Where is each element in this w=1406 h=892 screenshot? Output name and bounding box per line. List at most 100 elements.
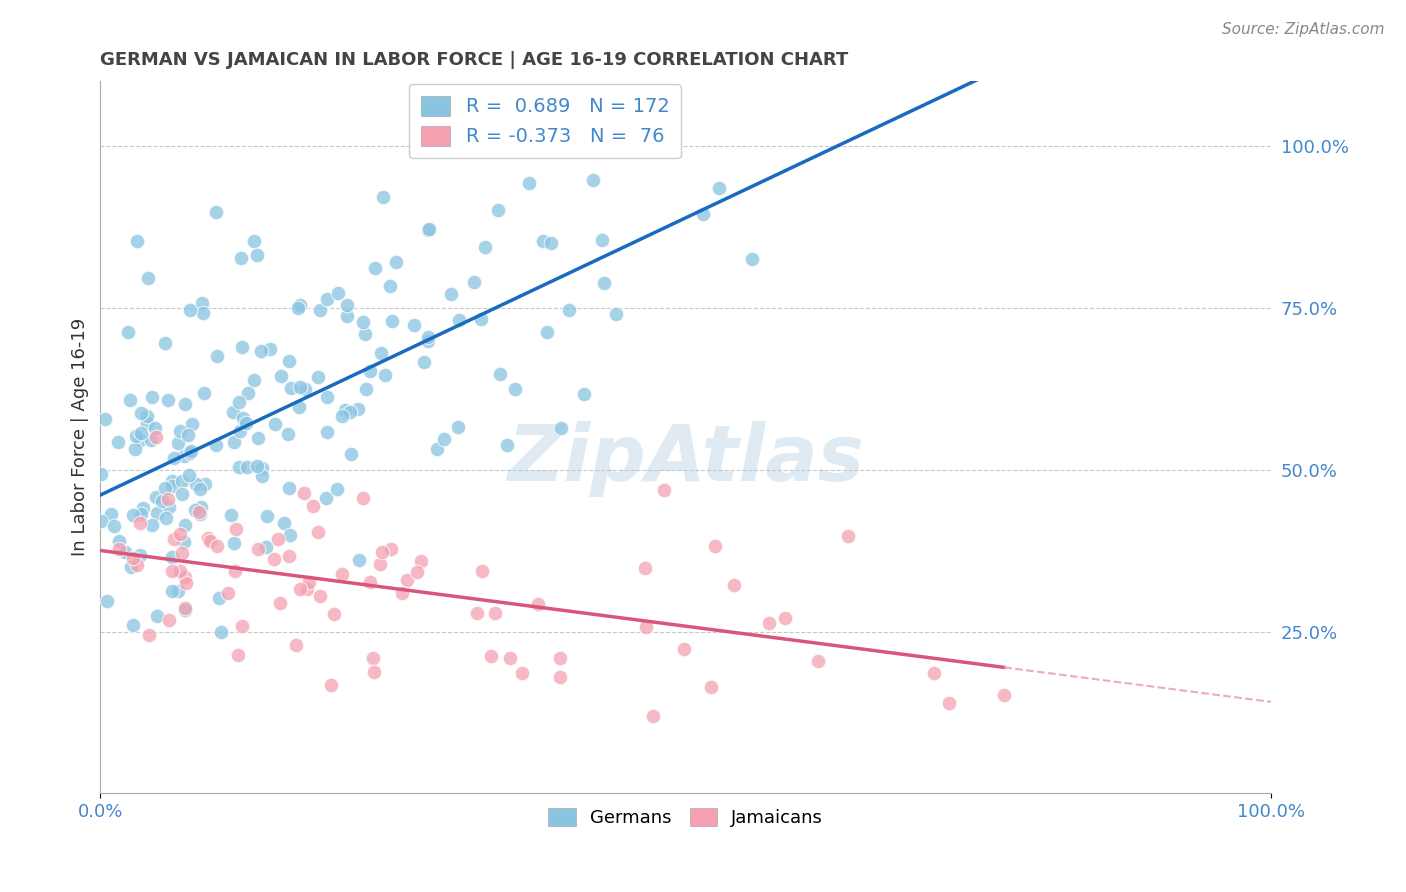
Point <box>145 430 167 444</box>
Point <box>231 619 253 633</box>
Point <box>174 603 197 617</box>
Point <box>125 234 148 248</box>
Point <box>526 597 548 611</box>
Point <box>191 295 214 310</box>
Point <box>259 342 281 356</box>
Point <box>550 420 572 434</box>
Point <box>316 390 339 404</box>
Point <box>169 564 191 578</box>
Point <box>703 539 725 553</box>
Point <box>499 650 522 665</box>
Point <box>657 128 679 142</box>
Point <box>503 382 526 396</box>
Text: ZipAtlas: ZipAtlas <box>508 421 865 497</box>
Point <box>224 536 246 550</box>
Point <box>94 412 117 426</box>
Point <box>226 648 249 662</box>
Point <box>194 477 217 491</box>
Point <box>162 474 184 488</box>
Point <box>636 620 658 634</box>
Point <box>359 574 381 589</box>
Point <box>773 611 796 625</box>
Point <box>605 307 627 321</box>
Point <box>536 326 558 340</box>
Point <box>190 500 212 514</box>
Point <box>330 409 353 424</box>
Point <box>103 519 125 533</box>
Point <box>280 381 302 395</box>
Point <box>288 380 311 394</box>
Point <box>540 236 562 251</box>
Point <box>347 553 370 567</box>
Point <box>302 499 325 513</box>
Point <box>173 534 195 549</box>
Point <box>709 180 731 194</box>
Point <box>145 420 167 434</box>
Point <box>254 540 277 554</box>
Point <box>90 467 112 481</box>
Point <box>184 476 207 491</box>
Point <box>135 416 157 430</box>
Point <box>242 373 264 387</box>
Point <box>374 368 396 383</box>
Point <box>354 382 377 396</box>
Point <box>207 349 229 363</box>
Point <box>517 176 540 190</box>
Point <box>449 313 471 327</box>
Point <box>339 404 361 418</box>
Point <box>837 528 859 542</box>
Point <box>224 564 246 578</box>
Point <box>179 446 201 460</box>
Point <box>370 346 392 360</box>
Point <box>179 468 201 483</box>
Point <box>298 574 321 589</box>
Point <box>758 616 780 631</box>
Point <box>336 309 359 323</box>
Point <box>270 368 292 383</box>
Point <box>326 483 349 497</box>
Point <box>160 479 183 493</box>
Point <box>173 601 195 615</box>
Point <box>307 524 329 539</box>
Point <box>446 420 468 434</box>
Point <box>169 425 191 439</box>
Point <box>229 424 252 438</box>
Point <box>363 665 385 679</box>
Point <box>339 447 361 461</box>
Point <box>418 222 440 236</box>
Point <box>673 642 696 657</box>
Point <box>307 370 329 384</box>
Point <box>359 364 381 378</box>
Point <box>129 548 152 562</box>
Point <box>316 425 339 439</box>
Point <box>354 327 377 342</box>
Point <box>292 486 315 500</box>
Point <box>207 539 229 553</box>
Point <box>692 207 714 221</box>
Point <box>153 481 176 495</box>
Point <box>256 509 278 524</box>
Point <box>100 508 122 522</box>
Point <box>107 434 129 449</box>
Point <box>170 487 193 501</box>
Point <box>136 271 159 285</box>
Point <box>352 491 374 506</box>
Point <box>96 594 118 608</box>
Point <box>191 306 214 320</box>
Point <box>167 583 190 598</box>
Point <box>246 542 269 557</box>
Legend: Germans, Jamaicans: Germans, Jamaicans <box>541 800 830 834</box>
Point <box>187 505 209 519</box>
Point <box>416 334 439 348</box>
Point <box>277 427 299 442</box>
Point <box>252 469 274 483</box>
Point <box>269 596 291 610</box>
Point <box>198 533 221 548</box>
Point <box>145 490 167 504</box>
Point <box>328 285 350 300</box>
Point <box>316 292 339 306</box>
Point <box>236 385 259 400</box>
Point <box>531 234 554 248</box>
Point <box>371 190 394 204</box>
Point <box>416 223 439 237</box>
